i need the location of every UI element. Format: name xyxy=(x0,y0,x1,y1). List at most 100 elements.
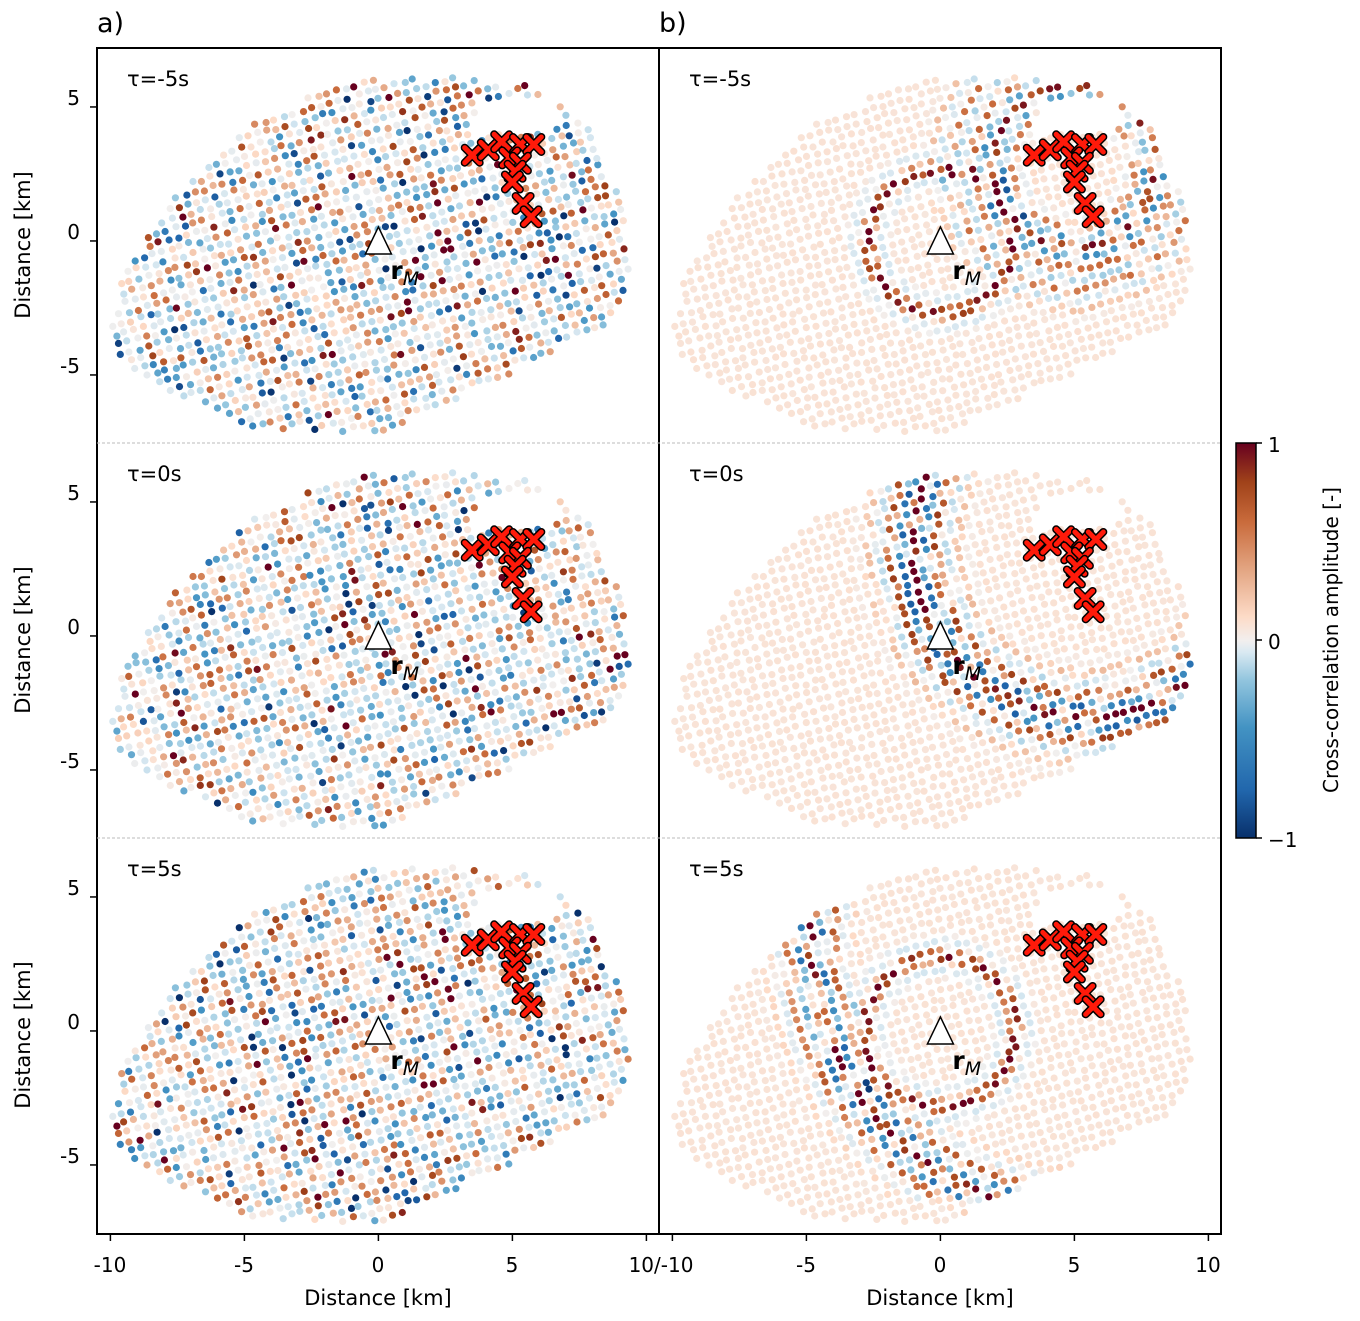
station-point xyxy=(758,239,766,247)
station-point xyxy=(288,111,296,119)
station-point xyxy=(221,653,229,661)
station-point xyxy=(131,652,139,660)
station-point xyxy=(923,360,931,368)
station-point xyxy=(429,745,438,753)
station-point xyxy=(160,328,168,336)
station-point xyxy=(258,180,266,188)
station-point xyxy=(539,1077,547,1085)
station-point xyxy=(562,111,570,119)
station-point xyxy=(906,336,914,344)
station-point xyxy=(355,993,363,1001)
station-point xyxy=(265,703,273,711)
station-point xyxy=(584,985,592,993)
station-point xyxy=(152,656,160,664)
station-point xyxy=(244,132,252,140)
station-point xyxy=(472,360,480,368)
station-point xyxy=(293,1090,301,1098)
station-point xyxy=(480,611,488,619)
scatter-panels xyxy=(109,74,1194,1225)
station-point xyxy=(329,929,337,937)
station-point xyxy=(543,624,551,632)
station-point xyxy=(123,337,131,345)
station-point xyxy=(147,677,155,685)
station-point xyxy=(324,564,333,572)
station-point xyxy=(560,282,568,290)
station-point xyxy=(395,634,403,643)
station-point xyxy=(192,268,201,276)
station-point xyxy=(543,156,551,164)
station-point xyxy=(374,156,382,164)
station-point xyxy=(504,1129,512,1137)
station-point xyxy=(334,127,342,135)
station-point xyxy=(416,708,424,716)
station-point xyxy=(217,1041,225,1049)
station-point xyxy=(719,318,727,326)
station-point xyxy=(561,153,569,161)
station-point xyxy=(521,1083,529,1091)
station-point xyxy=(387,1073,395,1081)
station-point xyxy=(325,889,333,897)
station-point xyxy=(384,404,392,412)
station-point xyxy=(390,870,398,878)
station-point xyxy=(269,713,277,721)
station-point xyxy=(791,256,800,264)
station-point xyxy=(292,370,300,378)
station-point xyxy=(779,279,787,288)
station-point xyxy=(396,928,404,936)
station-point xyxy=(548,924,556,933)
station-point xyxy=(384,1093,392,1101)
station-point xyxy=(196,386,204,394)
station-point xyxy=(591,224,599,232)
station-point xyxy=(371,327,379,335)
station-point xyxy=(147,282,155,290)
station-point xyxy=(117,1110,125,1118)
station-point xyxy=(497,311,505,319)
station-point xyxy=(699,354,707,362)
station-point xyxy=(279,323,287,332)
station-point xyxy=(286,272,294,280)
station-point xyxy=(449,864,457,872)
station-point xyxy=(853,359,861,367)
station-point xyxy=(441,473,449,481)
station-point xyxy=(244,922,252,930)
station-point xyxy=(781,289,789,297)
station-point xyxy=(216,1061,224,1069)
station-point xyxy=(540,1108,549,1116)
station-point xyxy=(433,1121,442,1129)
station-point xyxy=(594,951,602,959)
station-point xyxy=(338,673,346,681)
station-point xyxy=(772,294,780,302)
station-point xyxy=(342,186,350,195)
station-point xyxy=(573,300,581,308)
station-point xyxy=(815,332,823,340)
station-point xyxy=(401,217,409,225)
station-point xyxy=(593,659,601,667)
station-point xyxy=(257,774,265,782)
station-point xyxy=(200,1146,208,1155)
station-point xyxy=(327,279,335,287)
station-point xyxy=(171,649,179,657)
station-point xyxy=(501,289,509,297)
station-point xyxy=(478,995,487,1003)
station-point xyxy=(386,171,394,179)
station-point xyxy=(349,1143,357,1151)
station-point xyxy=(230,976,238,984)
station-point xyxy=(306,571,314,579)
station-point xyxy=(574,919,582,927)
station-point xyxy=(401,399,409,407)
station-point xyxy=(571,716,579,724)
station-point xyxy=(850,181,858,189)
station-point xyxy=(172,768,180,777)
station-point xyxy=(332,86,340,94)
station-point xyxy=(348,779,356,788)
station-point xyxy=(180,323,188,332)
station-point xyxy=(552,943,560,951)
station-point xyxy=(519,284,528,292)
station-point xyxy=(403,622,411,630)
station-point xyxy=(405,307,413,315)
station-point xyxy=(894,298,902,306)
station-point xyxy=(346,700,354,708)
station-point xyxy=(245,667,253,675)
station-point xyxy=(171,263,179,271)
station-point xyxy=(210,223,218,231)
